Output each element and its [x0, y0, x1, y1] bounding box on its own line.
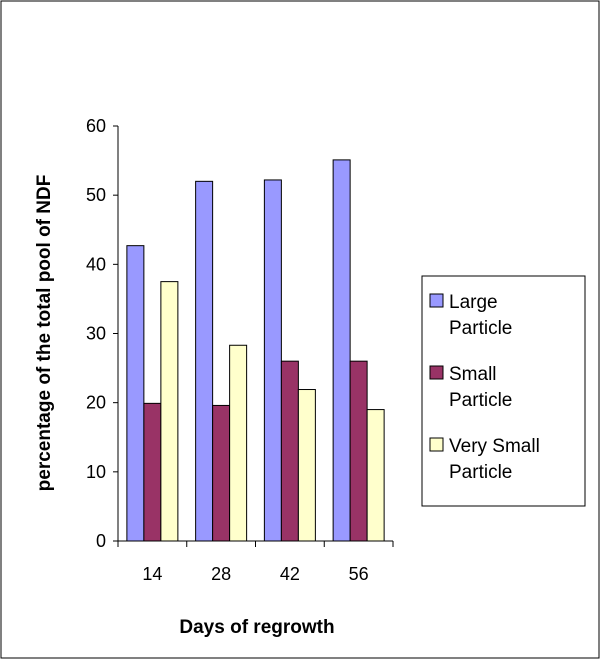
bar-very-small-particle-42 — [297, 389, 316, 542]
legend-label: Small — [449, 364, 497, 385]
y-tick-label: 10 — [86, 462, 106, 482]
x-axis-title: Days of regrowth — [179, 617, 334, 638]
y-tick-label: 60 — [86, 116, 106, 136]
legend-label: Particle — [449, 462, 512, 483]
bar-small-particle-42 — [280, 360, 299, 542]
bar-large-particle-14 — [126, 245, 145, 542]
bar-large-particle-28 — [195, 180, 214, 542]
y-axis-title: percentage of the total pool of NDF — [34, 175, 55, 492]
bar-large-particle-42 — [263, 179, 282, 542]
bars-group — [126, 159, 385, 542]
bar-small-particle-28 — [212, 404, 231, 542]
bar-large-particle-56 — [332, 159, 351, 542]
legend: Large Particle Small Particle Very Small Part… — [421, 275, 586, 507]
bar-very-small-particle-28 — [229, 344, 248, 542]
legend-label: Large — [449, 292, 498, 313]
x-tick-label: 42 — [280, 564, 300, 584]
bar-very-small-particle-56 — [366, 409, 385, 542]
legend-label: Particle — [449, 318, 512, 339]
y-tick-label: 20 — [86, 393, 106, 413]
ticks-group: 0 10 20 30 40 50 60 14 28 42 56 — [86, 116, 394, 584]
bar-very-small-particle-14 — [160, 281, 179, 542]
legend-swatch — [429, 437, 444, 452]
y-tick-label: 40 — [86, 254, 106, 274]
legend-label: Very Small — [449, 436, 540, 457]
x-tick-label: 28 — [211, 564, 231, 584]
legend-box — [421, 275, 586, 507]
y-tick-label: 50 — [86, 185, 106, 205]
bar-small-particle-14 — [143, 402, 162, 542]
x-tick-label: 56 — [349, 564, 369, 584]
bar-small-particle-56 — [349, 360, 368, 542]
legend-swatch — [429, 293, 444, 308]
legend-label: Particle — [449, 390, 512, 411]
legend-swatch — [429, 365, 444, 380]
y-tick-label: 30 — [86, 324, 106, 344]
x-tick-label: 14 — [142, 564, 162, 584]
y-tick-label: 0 — [96, 531, 106, 551]
